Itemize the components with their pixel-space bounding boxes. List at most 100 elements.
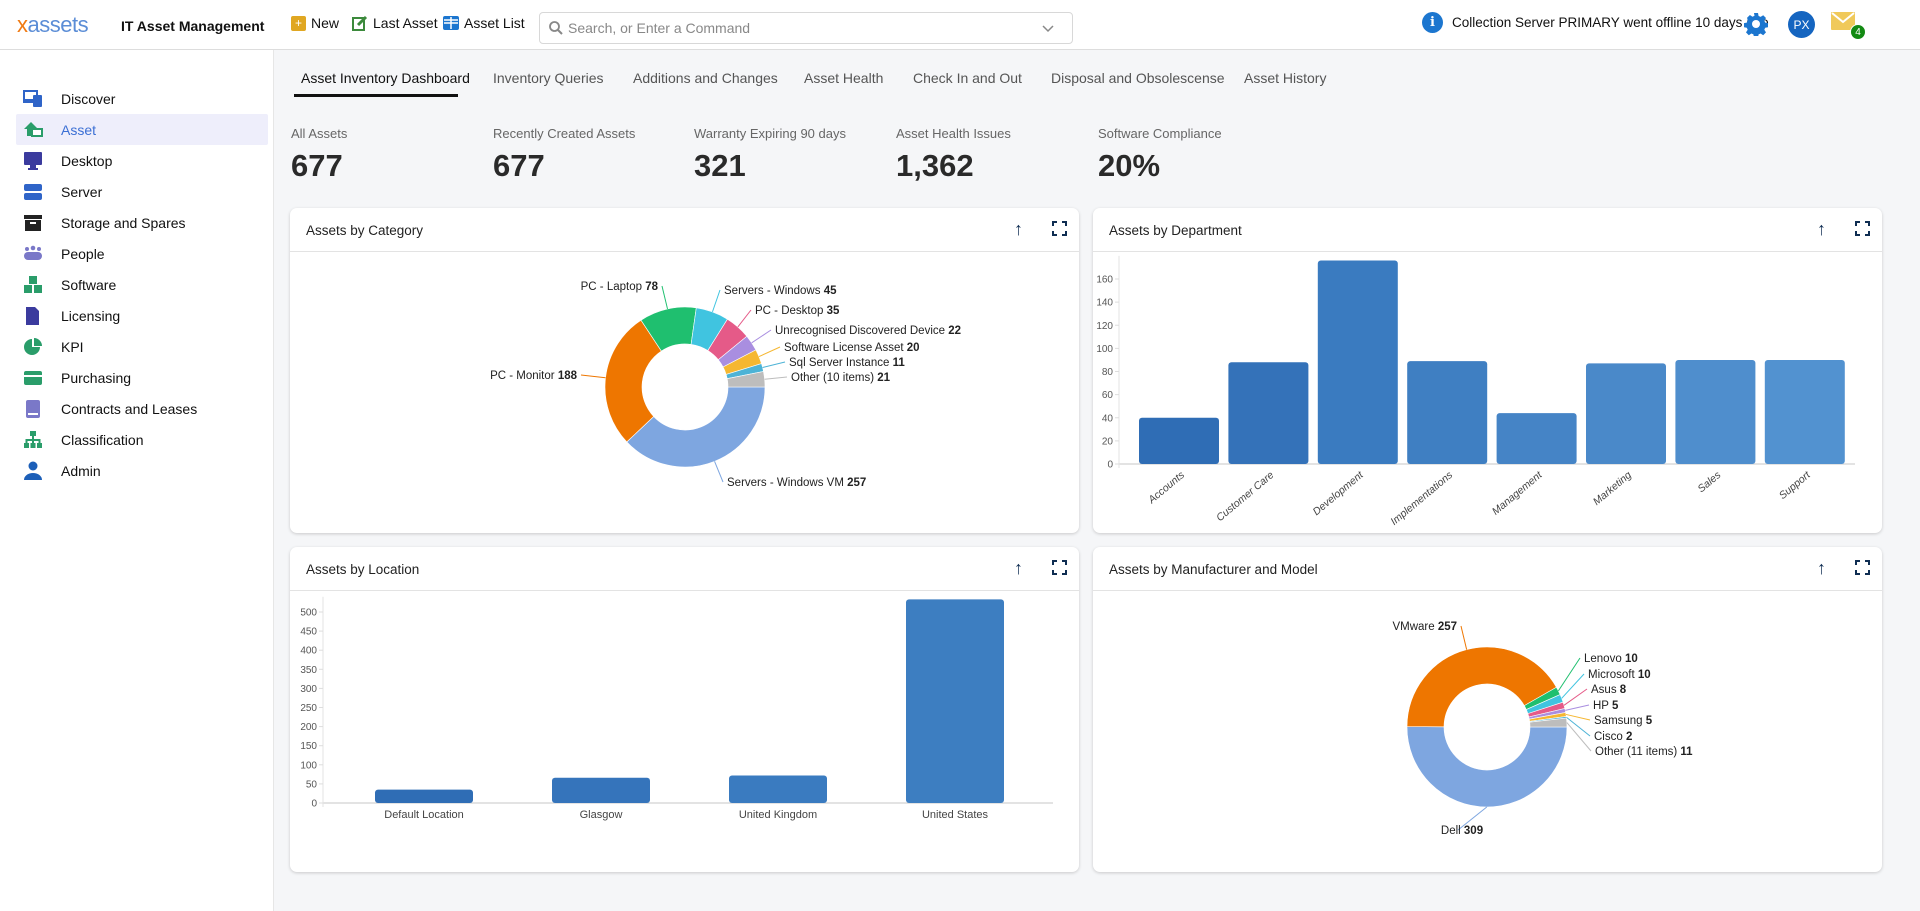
tab-asset-health[interactable]: Asset Health <box>804 70 884 86</box>
card-assets-by-category: Assets by Category ↑ <box>290 208 1079 533</box>
kpi-label: Asset Health Issues <box>896 126 1011 141</box>
desktop-icon <box>24 152 42 170</box>
credit-card-icon <box>24 371 42 385</box>
card-title: Assets by Department <box>1109 223 1242 238</box>
tab-asset-history[interactable]: Asset History <box>1244 70 1327 86</box>
sidebar-item-kpi[interactable]: KPI <box>16 331 268 362</box>
tab-inventory-queries[interactable]: Inventory Queries <box>493 70 604 86</box>
sidebar-item-label: Desktop <box>61 152 113 169</box>
asset-list-button[interactable]: Asset List <box>443 15 525 31</box>
fullscreen-icon[interactable] <box>1052 221 1067 236</box>
tab-disposal-and-obsolescense[interactable]: Disposal and Obsolescense <box>1051 70 1225 86</box>
tab-asset-inventory-dashboard[interactable]: Asset Inventory Dashboard <box>301 70 470 86</box>
tab-check-in-and-out[interactable]: Check In and Out <box>913 70 1022 86</box>
gear-icon[interactable] <box>1744 12 1768 36</box>
sidebar-item-software[interactable]: Software <box>16 269 268 300</box>
hierarchy-icon <box>24 431 42 448</box>
arrow-up-icon[interactable]: ↑ <box>1014 558 1023 578</box>
search-icon <box>549 21 563 35</box>
kpi-value[interactable]: 321 <box>694 148 746 183</box>
top-header: xassets IT Asset Management + New Last A… <box>0 0 1920 50</box>
sidebar: Discover Asset Desktop Server Storage and Sp… <box>0 50 274 911</box>
kpi-value[interactable]: 20% <box>1098 148 1161 183</box>
sidebar-item-asset[interactable]: Asset <box>16 114 268 145</box>
sidebar-item-label: Discover <box>61 90 116 107</box>
fullscreen-icon[interactable] <box>1855 560 1870 575</box>
sidebar-item-licensing[interactable]: Licensing <box>16 300 268 331</box>
logo-text: assets <box>27 12 89 37</box>
kpi-value[interactable]: 1,362 <box>896 148 974 183</box>
sidebar-item-admin[interactable]: Admin <box>16 455 268 486</box>
arrow-up-icon[interactable]: ↑ <box>1817 219 1826 239</box>
info-icon: i <box>1422 12 1443 33</box>
user-icon <box>24 461 42 480</box>
plus-icon: + <box>291 15 306 31</box>
chevron-down-icon[interactable] <box>1040 20 1056 36</box>
sidebar-item-people[interactable]: People <box>16 238 268 269</box>
sidebar-item-label: KPI <box>61 338 84 355</box>
fullscreen-icon[interactable] <box>1855 221 1870 236</box>
mail-icon[interactable] <box>1831 12 1855 30</box>
card-assets-by-manufacturer: Assets by Manufacturer and Model ↑ <box>1093 547 1882 872</box>
fullscreen-icon[interactable] <box>1052 560 1067 575</box>
grid-list-icon <box>443 16 459 30</box>
sidebar-item-label: Admin <box>61 462 101 479</box>
archive-box-icon <box>24 215 42 231</box>
kpi-label: Recently Created Assets <box>493 126 636 141</box>
sidebar-item-label: Asset <box>61 121 97 138</box>
sidebar-item-contracts-and-leases[interactable]: Contracts and Leases <box>16 393 268 424</box>
notification[interactable]: i Collection Server PRIMARY went offline… <box>1422 12 1769 33</box>
sidebar-item-storage-and-spares[interactable]: Storage and Spares <box>16 207 268 238</box>
card-title: Assets by Manufacturer and Model <box>1109 562 1318 577</box>
sidebar-item-label: People <box>61 245 105 262</box>
cubes-icon <box>24 276 42 293</box>
new-label: New <box>311 15 340 31</box>
card-assets-by-location: Assets by Location ↑ <box>290 547 1079 872</box>
command-search[interactable] <box>539 12 1073 44</box>
notification-text: Collection Server PRIMARY went offline 1… <box>1452 15 1769 30</box>
sidebar-item-label: Software <box>61 276 117 293</box>
sidebar-item-discover[interactable]: Discover <box>16 83 268 114</box>
people-icon <box>24 245 42 260</box>
sidebar-item-server[interactable]: Server <box>16 176 268 207</box>
kpi-value[interactable]: 677 <box>493 148 545 183</box>
sidebar-item-label: Classification <box>61 431 144 448</box>
kpi-value[interactable]: 677 <box>291 148 343 183</box>
last-asset-button[interactable]: Last Asset <box>352 15 438 31</box>
card-assets-by-department: Assets by Department ↑ <box>1093 208 1882 533</box>
card-title: Assets by Category <box>306 223 424 238</box>
last-asset-label: Last Asset <box>373 15 438 31</box>
sidebar-item-label: Contracts and Leases <box>61 400 198 417</box>
asset-icon <box>24 122 43 137</box>
new-button[interactable]: + New <box>291 15 339 31</box>
xassets-logo[interactable]: xassets <box>17 12 89 38</box>
sidebar-item-purchasing[interactable]: Purchasing <box>16 362 268 393</box>
tab-additions-and-changes[interactable]: Additions and Changes <box>633 70 778 86</box>
sidebar-item-classification[interactable]: Classification <box>16 424 268 455</box>
search-input[interactable] <box>568 20 1040 36</box>
kpi-label: Warranty Expiring 90 days <box>694 126 846 141</box>
card-header: Assets by Manufacturer and Model ↑ <box>1093 547 1882 591</box>
sidebar-item-label: Server <box>61 183 103 200</box>
card-header: Assets by Department ↑ <box>1093 208 1882 252</box>
discover-icon <box>23 90 42 107</box>
user-avatar[interactable]: PX <box>1788 11 1815 38</box>
active-tab-indicator <box>294 94 458 97</box>
sidebar-item-label: Storage and Spares <box>61 214 186 231</box>
app-title: IT Asset Management <box>121 18 265 34</box>
pie-chart-icon <box>24 338 42 355</box>
arrow-up-icon[interactable]: ↑ <box>1014 219 1023 239</box>
edit-icon <box>352 15 368 31</box>
card-title: Assets by Location <box>306 562 420 577</box>
license-document-icon <box>26 307 39 325</box>
sidebar-item-desktop[interactable]: Desktop <box>16 145 268 176</box>
card-header: Assets by Category ↑ <box>290 208 1079 252</box>
arrow-up-icon[interactable]: ↑ <box>1817 558 1826 578</box>
logo-x: x <box>17 12 28 37</box>
asset-list-label: Asset List <box>464 15 525 31</box>
mail-count-badge: 4 <box>1850 24 1866 40</box>
kpi-label: Software Compliance <box>1098 126 1222 141</box>
card-header: Assets by Location ↑ <box>290 547 1079 591</box>
book-icon <box>26 400 40 418</box>
kpi-label: All Assets <box>291 126 348 141</box>
